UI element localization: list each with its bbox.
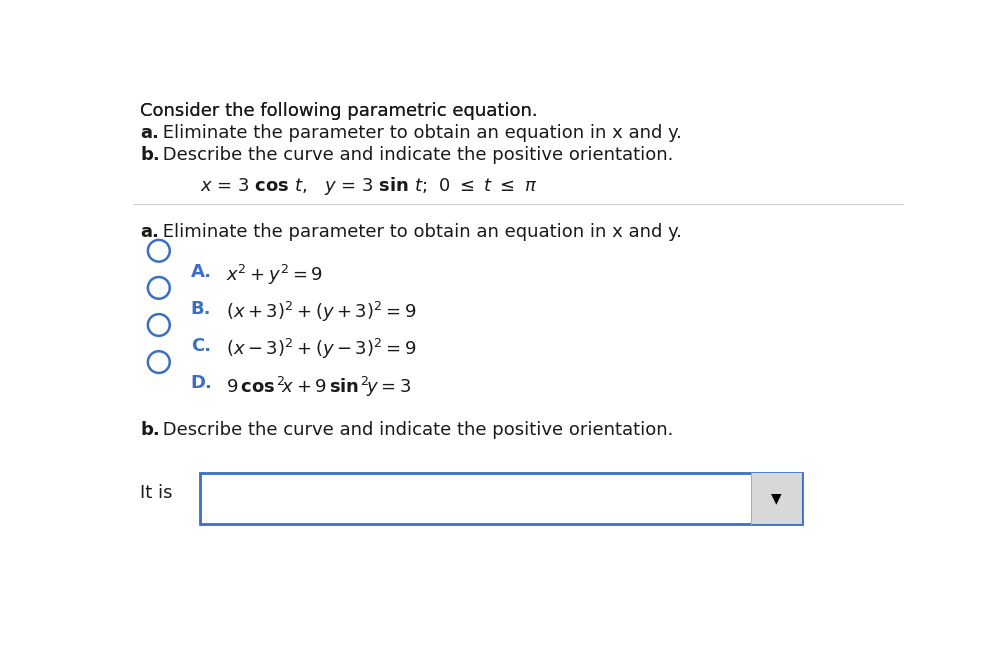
Text: C.: C. <box>191 337 211 355</box>
Text: b.: b. <box>140 146 160 164</box>
Text: $(x + 3)^2 + (y + 3)^2 = 9$: $(x + 3)^2 + (y + 3)^2 = 9$ <box>226 300 416 324</box>
Text: $9\,\mathbf{cos}^{\,2}\!x + 9\,\mathbf{sin}^{\,2}\!y = 3$: $9\,\mathbf{cos}^{\,2}\!x + 9\,\mathbf{s… <box>226 374 411 399</box>
Text: Consider the following parametric equation.: Consider the following parametric equati… <box>140 102 537 120</box>
Text: $x^2 + y^2 = 9$: $x^2 + y^2 = 9$ <box>226 263 323 287</box>
Text: $x$ = 3 $\bf{cos}$ $t$,   $y$ = 3 $\bf{sin}$ $t$;  0 $\leq$ $t$ $\leq$ $\pi$: $x$ = 3 $\bf{cos}$ $t$, $y$ = 3 $\bf{sin… <box>201 175 537 197</box>
Text: $(x - 3)^2 + (y - 3)^2 = 9$: $(x - 3)^2 + (y - 3)^2 = 9$ <box>226 337 416 362</box>
Bar <box>751 473 801 524</box>
Text: D.: D. <box>191 374 213 393</box>
Text: Eliminate the parameter to obtain an equation in x and y.: Eliminate the parameter to obtain an equ… <box>157 124 682 142</box>
Bar <box>201 473 801 524</box>
Text: Eliminate the parameter to obtain an equation in x and y.: Eliminate the parameter to obtain an equ… <box>157 222 682 240</box>
Text: Describe the curve and indicate the positive orientation.: Describe the curve and indicate the posi… <box>157 420 673 439</box>
Text: a.: a. <box>140 222 159 240</box>
Text: a.: a. <box>140 124 159 142</box>
Text: Consider the following parametric equation.: Consider the following parametric equati… <box>140 102 537 120</box>
Text: It is: It is <box>140 484 172 502</box>
Text: A.: A. <box>191 263 212 281</box>
Text: ▼: ▼ <box>771 492 781 506</box>
Text: b.: b. <box>140 420 160 439</box>
Text: B.: B. <box>191 300 212 318</box>
Text: Describe the curve and indicate the positive orientation.: Describe the curve and indicate the posi… <box>157 146 673 164</box>
